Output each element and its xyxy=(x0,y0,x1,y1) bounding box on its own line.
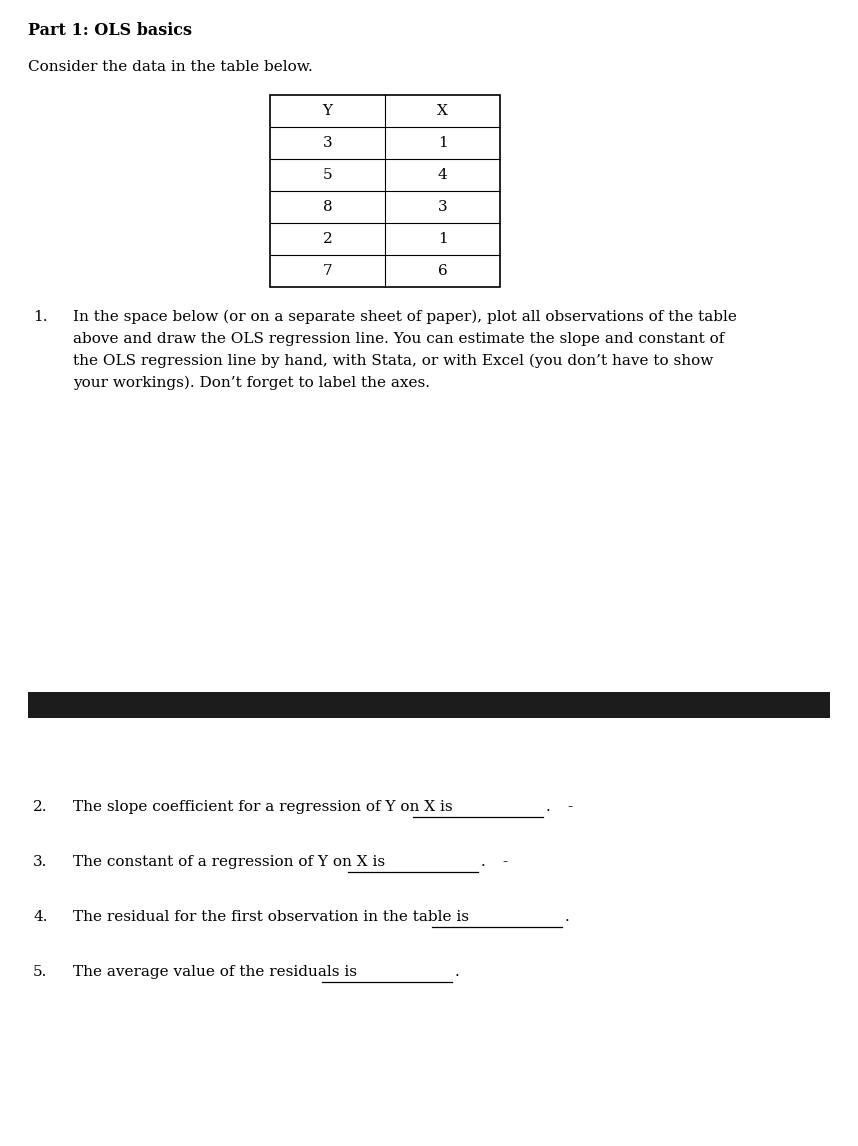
Text: 2.: 2. xyxy=(33,800,47,814)
Text: Y: Y xyxy=(323,104,333,118)
Text: 2: 2 xyxy=(323,231,332,246)
Text: 1: 1 xyxy=(438,136,447,150)
Text: Part 1: OLS basics: Part 1: OLS basics xyxy=(28,22,192,39)
Text: 5: 5 xyxy=(323,168,332,182)
Text: In the space below (or on a separate sheet of paper), plot all observations of t: In the space below (or on a separate she… xyxy=(73,311,737,324)
Text: The slope coefficient for a regression of Y on X is: The slope coefficient for a regression o… xyxy=(73,800,453,814)
Text: 1.: 1. xyxy=(33,311,47,324)
Text: .: . xyxy=(455,965,459,979)
Text: 5.: 5. xyxy=(33,965,47,979)
Text: 1: 1 xyxy=(438,231,447,246)
Text: .: . xyxy=(546,800,550,814)
Text: above and draw the OLS regression line. You can estimate the slope and constant : above and draw the OLS regression line. … xyxy=(73,332,724,346)
Text: 6: 6 xyxy=(438,264,447,278)
Text: the OLS regression line by hand, with Stata, or with Excel (you don’t have to sh: the OLS regression line by hand, with St… xyxy=(73,354,713,368)
Text: -: - xyxy=(567,800,572,814)
Text: -: - xyxy=(503,855,508,869)
Bar xyxy=(270,95,500,286)
Text: 4.: 4. xyxy=(33,910,47,924)
Text: your workings). Don’t forget to label the axes.: your workings). Don’t forget to label th… xyxy=(73,376,430,391)
Text: Consider the data in the table below.: Consider the data in the table below. xyxy=(28,60,313,74)
Text: .: . xyxy=(480,855,486,869)
Text: The constant of a regression of Y on X is: The constant of a regression of Y on X i… xyxy=(73,855,385,869)
Text: 3: 3 xyxy=(323,136,332,150)
Text: 4: 4 xyxy=(438,168,447,182)
Text: 3: 3 xyxy=(438,201,447,214)
Text: X: X xyxy=(437,104,448,118)
Text: 8: 8 xyxy=(323,201,332,214)
Text: The residual for the first observation in the table is: The residual for the first observation i… xyxy=(73,910,469,924)
Text: .: . xyxy=(565,910,570,924)
Text: The average value of the residuals is: The average value of the residuals is xyxy=(73,965,357,979)
Bar xyxy=(28,692,830,719)
Text: 7: 7 xyxy=(323,264,332,278)
Text: 3.: 3. xyxy=(33,855,47,869)
